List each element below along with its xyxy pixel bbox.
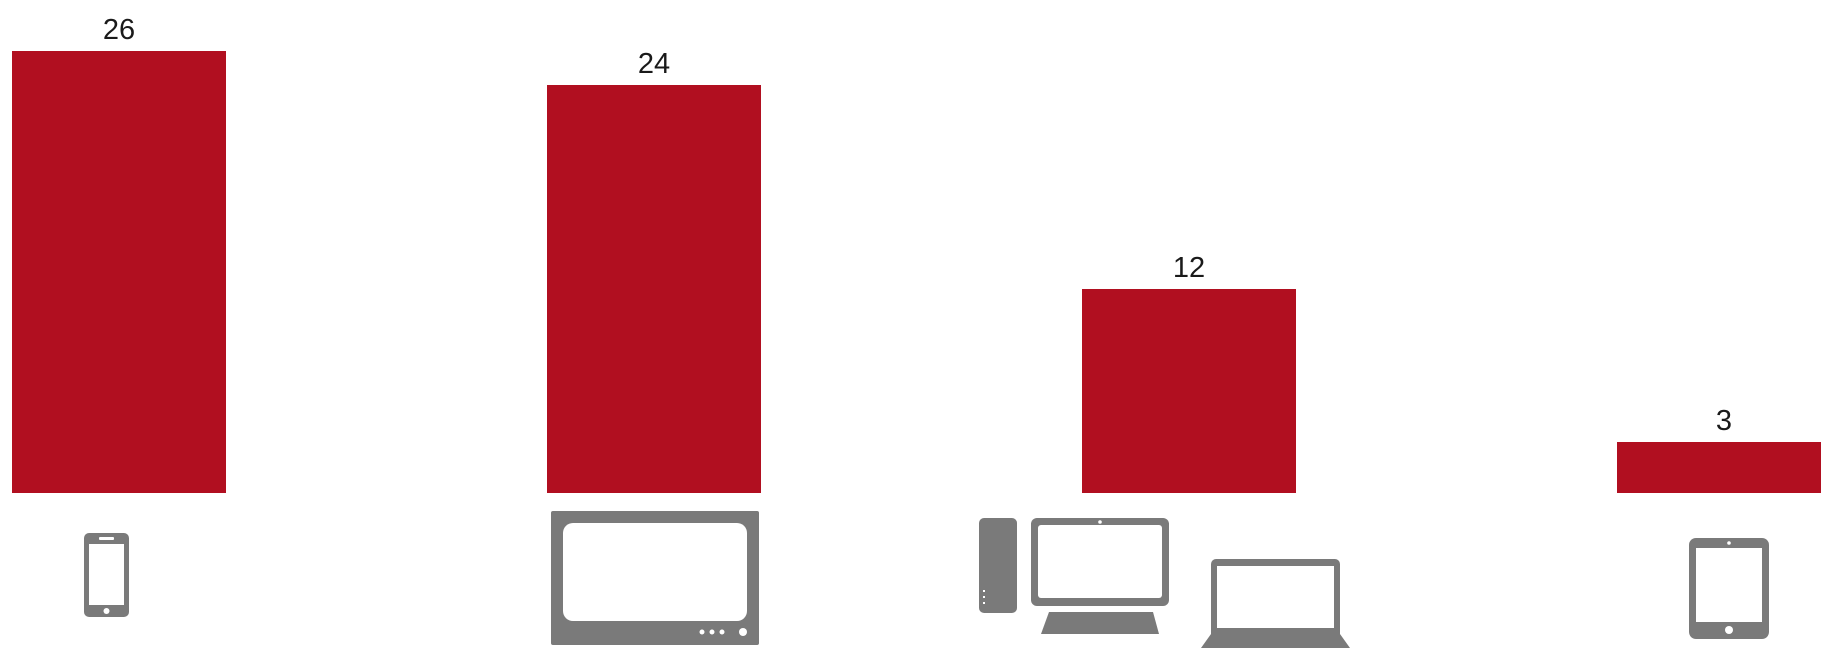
bar-tv	[547, 85, 761, 493]
tv-icon	[551, 511, 759, 645]
value-labels-group: 26 24 12 3	[103, 14, 1732, 437]
value-label-smartphone: 26	[103, 14, 135, 46]
bar-computer	[1082, 289, 1296, 493]
value-label-computer: 12	[1173, 252, 1205, 284]
computer-icon	[979, 518, 1350, 648]
bar-tablet	[1617, 442, 1821, 493]
bar-smartphone	[12, 51, 226, 493]
value-label-tv: 24	[638, 48, 670, 80]
smartphone-icon	[84, 533, 129, 617]
tablet-icon	[1689, 538, 1769, 639]
value-label-tablet: 3	[1716, 405, 1732, 437]
bars-group	[12, 51, 1821, 493]
